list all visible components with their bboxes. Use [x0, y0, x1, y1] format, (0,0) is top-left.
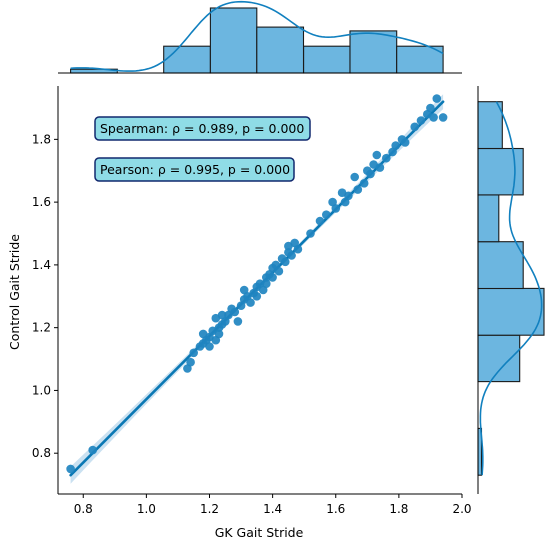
- y-tick-label: 1.0: [32, 383, 51, 397]
- data-point: [66, 464, 75, 474]
- data-point: [186, 357, 195, 367]
- x-tick-labels: 0.8 1.0 1.2 1.4 1.6 1.8 2.0: [74, 494, 472, 516]
- y-tick-labels: 0.8 1.0 1.2 1.4 1.6 1.8: [32, 132, 58, 460]
- data-point: [293, 244, 303, 254]
- x-histogram-bar: [256, 26, 305, 74]
- data-point: [246, 298, 255, 307]
- data-point: [429, 113, 438, 122]
- x-histogram-bar: [396, 45, 444, 74]
- x-marginal-histogram: [58, 0, 462, 74]
- data-point: [306, 229, 315, 238]
- data-point: [287, 251, 296, 260]
- data-point: [268, 273, 277, 282]
- x-axis-label: GK Gait Stride: [215, 525, 304, 540]
- data-point: [359, 179, 369, 188]
- x-tick-label: 1.4: [263, 502, 282, 516]
- x-histogram-bar: [303, 45, 351, 74]
- x-histogram-bar: [349, 30, 398, 74]
- y-axis-label: Control Gait Stride: [7, 234, 22, 350]
- x-tick-label: 1.2: [200, 502, 219, 516]
- scatter-panel: 0.8 1.0 1.2 1.4 1.6 1.8 2.0 0.8 1.0 1.2 1.4 1.6 1.8…: [7, 86, 472, 540]
- data-point: [366, 169, 375, 179]
- data-point: [344, 191, 353, 201]
- x-kde-curve: [70, 0, 444, 72]
- y-histogram-bar: [477, 287, 545, 336]
- y-histogram-bar: [477, 147, 524, 196]
- y-histogram-bar: [477, 194, 500, 243]
- data-point: [252, 292, 262, 301]
- data-point: [88, 445, 97, 455]
- y-tick-label: 1.6: [32, 195, 51, 209]
- y-tick-label: 1.2: [32, 321, 51, 335]
- data-point: [438, 113, 448, 122]
- data-point: [315, 216, 325, 226]
- data-point: [331, 204, 341, 213]
- data-point: [375, 163, 385, 172]
- data-point: [382, 153, 391, 163]
- x-tick-label: 1.0: [137, 502, 156, 516]
- data-point: [233, 317, 243, 326]
- data-point: [262, 279, 271, 289]
- data-point: [410, 122, 420, 132]
- y-marginal-histogram: [477, 86, 545, 494]
- y-kde-curve: [479, 101, 543, 476]
- x-tick-label: 1.6: [326, 502, 345, 516]
- spearman-text: Spearman: ρ = 0.989, p = 0.000: [100, 121, 304, 136]
- x-histogram-bar: [209, 7, 258, 74]
- data-point: [432, 94, 442, 103]
- x-tick-label: 0.8: [74, 502, 93, 516]
- pearson-text: Pearson: ρ = 0.995, p = 0.000: [100, 162, 290, 177]
- x-tick-label: 1.8: [389, 502, 408, 516]
- data-point: [189, 348, 198, 358]
- data-point: [205, 342, 214, 351]
- spearman-annotation: Spearman: ρ = 0.989, p = 0.000: [94, 116, 311, 141]
- data-point: [400, 138, 410, 147]
- x-tick-label: 2.0: [452, 502, 471, 516]
- data-point: [372, 150, 382, 160]
- data-point: [322, 210, 331, 219]
- main-axes: [57, 86, 462, 495]
- data-point: [274, 266, 284, 276]
- y-tick-label: 1.4: [32, 258, 51, 272]
- x-histogram-bar: [163, 45, 211, 74]
- y-histogram-bar: [477, 334, 521, 383]
- data-point: [281, 257, 290, 267]
- y-tick-label: 0.8: [32, 446, 51, 460]
- data-point: [426, 103, 435, 113]
- y-tick-label: 1.8: [32, 132, 51, 146]
- data-point: [416, 116, 426, 125]
- y-histogram-bar: [477, 101, 503, 150]
- data-point: [214, 329, 224, 339]
- scatter-points: [66, 94, 448, 474]
- data-point: [391, 141, 401, 150]
- data-point: [353, 185, 363, 194]
- y-histogram-bar: [477, 241, 524, 290]
- pearson-annotation: Pearson: ρ = 0.995, p = 0.000: [94, 157, 295, 182]
- data-point: [230, 307, 240, 317]
- data-point: [350, 172, 360, 182]
